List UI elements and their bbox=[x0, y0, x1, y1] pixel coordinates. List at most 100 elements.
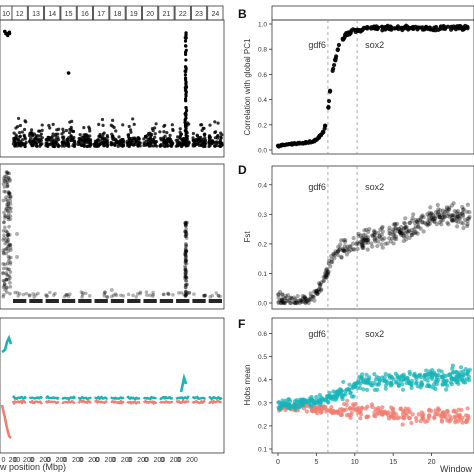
chromosome-strip-label: 16 bbox=[81, 11, 89, 18]
panel-a-point bbox=[62, 144, 66, 148]
y-tick-label: 0.2 bbox=[258, 423, 267, 430]
panel-d-point bbox=[303, 296, 308, 301]
panel-e-teal-line bbox=[61, 395, 76, 401]
panel-d-point bbox=[404, 229, 409, 234]
panel-c-point bbox=[1, 198, 6, 203]
panel-d-point bbox=[339, 255, 344, 260]
panel-c-point bbox=[184, 258, 189, 263]
panel-d-point bbox=[325, 266, 330, 272]
panel-a-point bbox=[170, 123, 174, 127]
panel-c-point bbox=[111, 293, 116, 298]
panel-c-point bbox=[183, 223, 188, 228]
left-x-tick-label: 200 bbox=[9, 457, 21, 464]
panel-a-point bbox=[17, 130, 22, 135]
panel-d-point bbox=[452, 208, 457, 214]
panel-c-point bbox=[6, 191, 11, 195]
panel-a-point bbox=[61, 127, 65, 131]
panel-f-point-teal bbox=[433, 379, 438, 384]
panel-d-point bbox=[276, 292, 281, 297]
panel-c-baseline bbox=[143, 299, 157, 303]
panel-d-point bbox=[450, 213, 455, 218]
panel-d-point bbox=[405, 230, 411, 235]
panel-c-point bbox=[6, 212, 11, 217]
panel-c-point bbox=[8, 262, 13, 266]
panel-d-point bbox=[457, 215, 462, 220]
panel-d-point bbox=[318, 282, 323, 287]
panel-c-point bbox=[6, 239, 10, 244]
panel-d-point bbox=[330, 259, 335, 264]
panel-d-point bbox=[436, 207, 441, 212]
panel-d-point bbox=[447, 214, 452, 220]
panel-c-point bbox=[6, 273, 10, 278]
panel-c-point bbox=[2, 185, 7, 189]
panel-a-point bbox=[184, 66, 188, 70]
panel-c-point bbox=[184, 292, 188, 297]
panel-c-point bbox=[4, 174, 9, 178]
panel-a-point bbox=[78, 132, 82, 137]
panel-d-point bbox=[412, 220, 417, 225]
panel-a-point bbox=[132, 142, 136, 147]
panel-b-point bbox=[303, 140, 309, 145]
panel-c-point bbox=[183, 258, 188, 263]
panel-c-point bbox=[185, 290, 190, 295]
panel-c-frame bbox=[0, 163, 225, 310]
panel-c-point bbox=[8, 177, 12, 182]
panel-c-point bbox=[4, 271, 9, 275]
panel-f-point-teal bbox=[330, 394, 336, 399]
panel-d-point bbox=[333, 249, 338, 254]
panel-d-point bbox=[388, 239, 393, 244]
panel-d-point bbox=[399, 231, 404, 236]
panel-f-point-salmon bbox=[436, 407, 442, 412]
panel-d-point bbox=[281, 300, 286, 305]
panel-d-point bbox=[409, 227, 415, 233]
panel-d-point bbox=[352, 247, 357, 252]
panel-a-point bbox=[97, 143, 101, 147]
panel-b-point bbox=[275, 143, 281, 148]
chromosome-strip-label: 17 bbox=[97, 11, 105, 18]
panel-f-letter: F bbox=[238, 317, 245, 331]
panel-a-point bbox=[208, 143, 212, 148]
panel-f-point-teal bbox=[383, 386, 388, 391]
panel-b-point bbox=[405, 24, 410, 29]
panel-d-point bbox=[372, 232, 377, 237]
panel-c-point bbox=[109, 288, 114, 292]
panel-c-point bbox=[27, 293, 32, 298]
y-tick-label: 0.4 bbox=[258, 182, 267, 189]
y-tick-label: 0.4 bbox=[258, 97, 267, 104]
panel-a-point bbox=[159, 138, 163, 142]
panel-a-point bbox=[162, 130, 166, 134]
panel-c-point bbox=[216, 293, 221, 298]
panel-a-point bbox=[66, 138, 70, 142]
panel-a-point bbox=[111, 124, 115, 128]
panel-c-baseline bbox=[29, 299, 43, 303]
panel-a-point bbox=[142, 143, 146, 148]
panel-a-point bbox=[128, 138, 132, 142]
panel-c-point bbox=[6, 176, 11, 180]
panel-d-point bbox=[370, 233, 375, 238]
panel-d-point bbox=[445, 220, 450, 225]
panel-a-point bbox=[185, 108, 189, 113]
panel-c-point bbox=[6, 209, 10, 214]
panel-f-point-teal bbox=[320, 396, 326, 402]
panel-e-teal-line bbox=[94, 395, 109, 400]
panel-d-point bbox=[311, 294, 316, 300]
panel-c-point bbox=[6, 194, 11, 198]
panel-c-point bbox=[36, 291, 40, 296]
panel-d-point bbox=[359, 236, 365, 241]
panel-d-point bbox=[454, 216, 459, 221]
panel-f-point-teal bbox=[347, 382, 352, 387]
panel-a-point bbox=[18, 123, 23, 128]
panel-d-point bbox=[362, 236, 367, 242]
panel-d-point bbox=[285, 298, 290, 303]
panel-c-point bbox=[148, 293, 152, 298]
panel-d-point bbox=[420, 213, 425, 218]
panel-e-salmon-line bbox=[94, 399, 108, 404]
panel-a-point bbox=[184, 133, 188, 137]
panel-c-point bbox=[1, 271, 5, 276]
panel-a-point bbox=[192, 142, 197, 146]
panel-c-point bbox=[105, 295, 110, 299]
panel-f-point-salmon bbox=[373, 414, 378, 419]
panel-d-point bbox=[314, 288, 319, 293]
left-x-tick-label: 0 bbox=[62, 457, 66, 464]
panel-b-point bbox=[335, 47, 340, 52]
